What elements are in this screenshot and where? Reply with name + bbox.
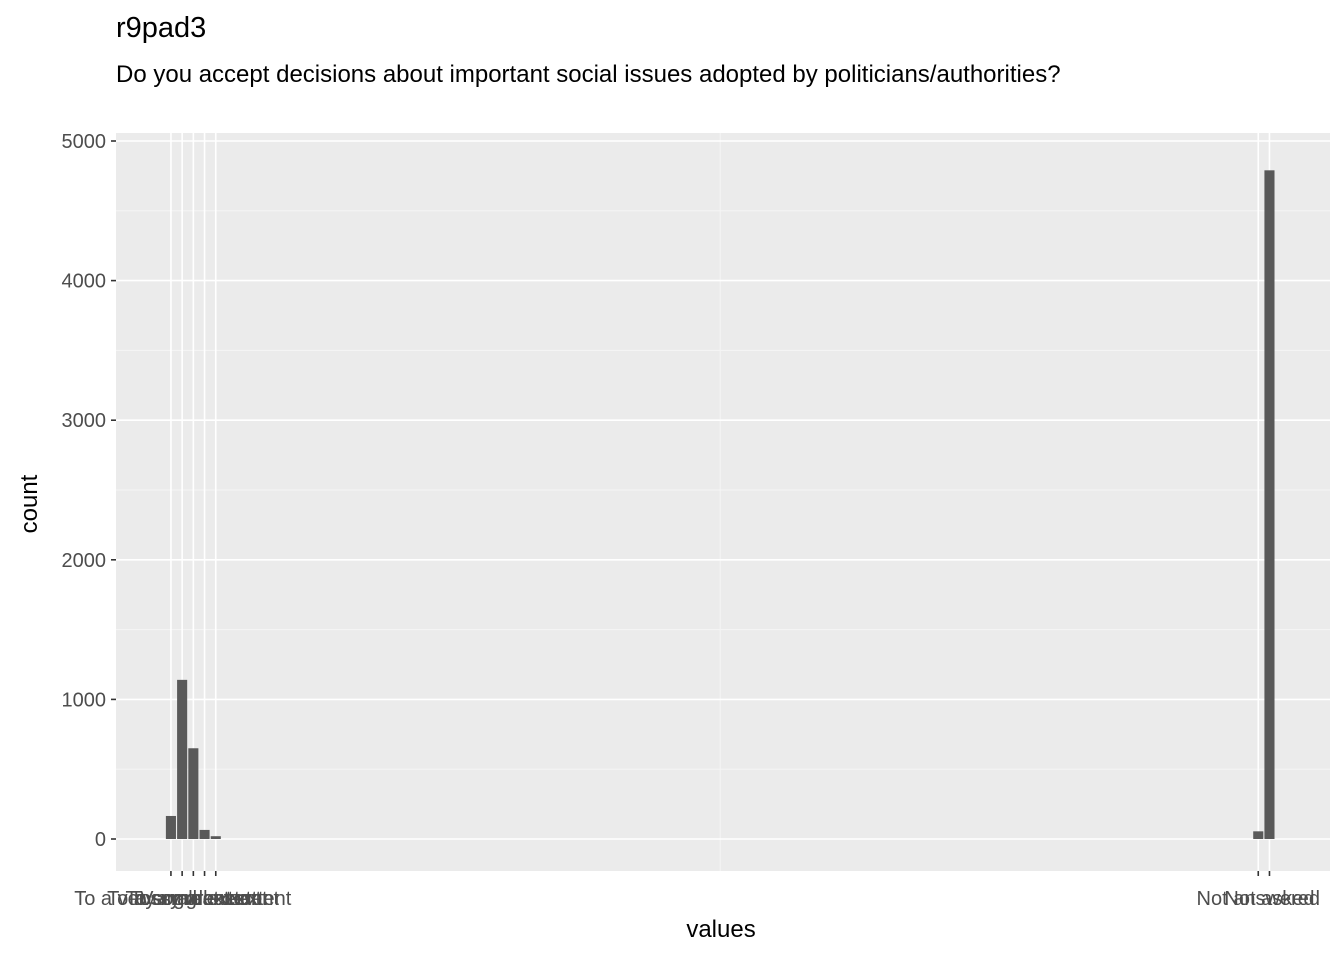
bar bbox=[210, 836, 221, 839]
x-tick-label: Not asked bbox=[1224, 888, 1314, 910]
x-tick-label: To a very small extent bbox=[74, 888, 268, 910]
chart-title: r9pad3 bbox=[116, 12, 207, 44]
y-tick-label: 4000 bbox=[62, 271, 107, 293]
x-tick-label: Not answered bbox=[1197, 888, 1320, 910]
x-tick-label: Very great extent bbox=[140, 888, 292, 910]
x-tick-label: To a small extent bbox=[107, 888, 258, 910]
y-tick-label: 3000 bbox=[62, 410, 107, 432]
bar bbox=[1264, 170, 1275, 840]
bar bbox=[199, 829, 210, 839]
bar bbox=[165, 815, 176, 839]
chart-subtitle: Do you accept decisions about important … bbox=[116, 61, 1061, 88]
y-tick-label: 1000 bbox=[62, 689, 107, 711]
x-tick-label: To some extent bbox=[126, 888, 262, 910]
y-tick-label: 5000 bbox=[62, 131, 107, 153]
y-tick-label: 2000 bbox=[62, 550, 107, 572]
bar bbox=[177, 679, 188, 839]
bar bbox=[1253, 831, 1264, 839]
x-tick-label: To a great extent bbox=[130, 888, 279, 910]
y-tick-label: 0 bbox=[95, 829, 106, 851]
bar bbox=[188, 748, 199, 839]
x-axis-label: values bbox=[686, 916, 756, 943]
plot-panel bbox=[116, 133, 1330, 871]
